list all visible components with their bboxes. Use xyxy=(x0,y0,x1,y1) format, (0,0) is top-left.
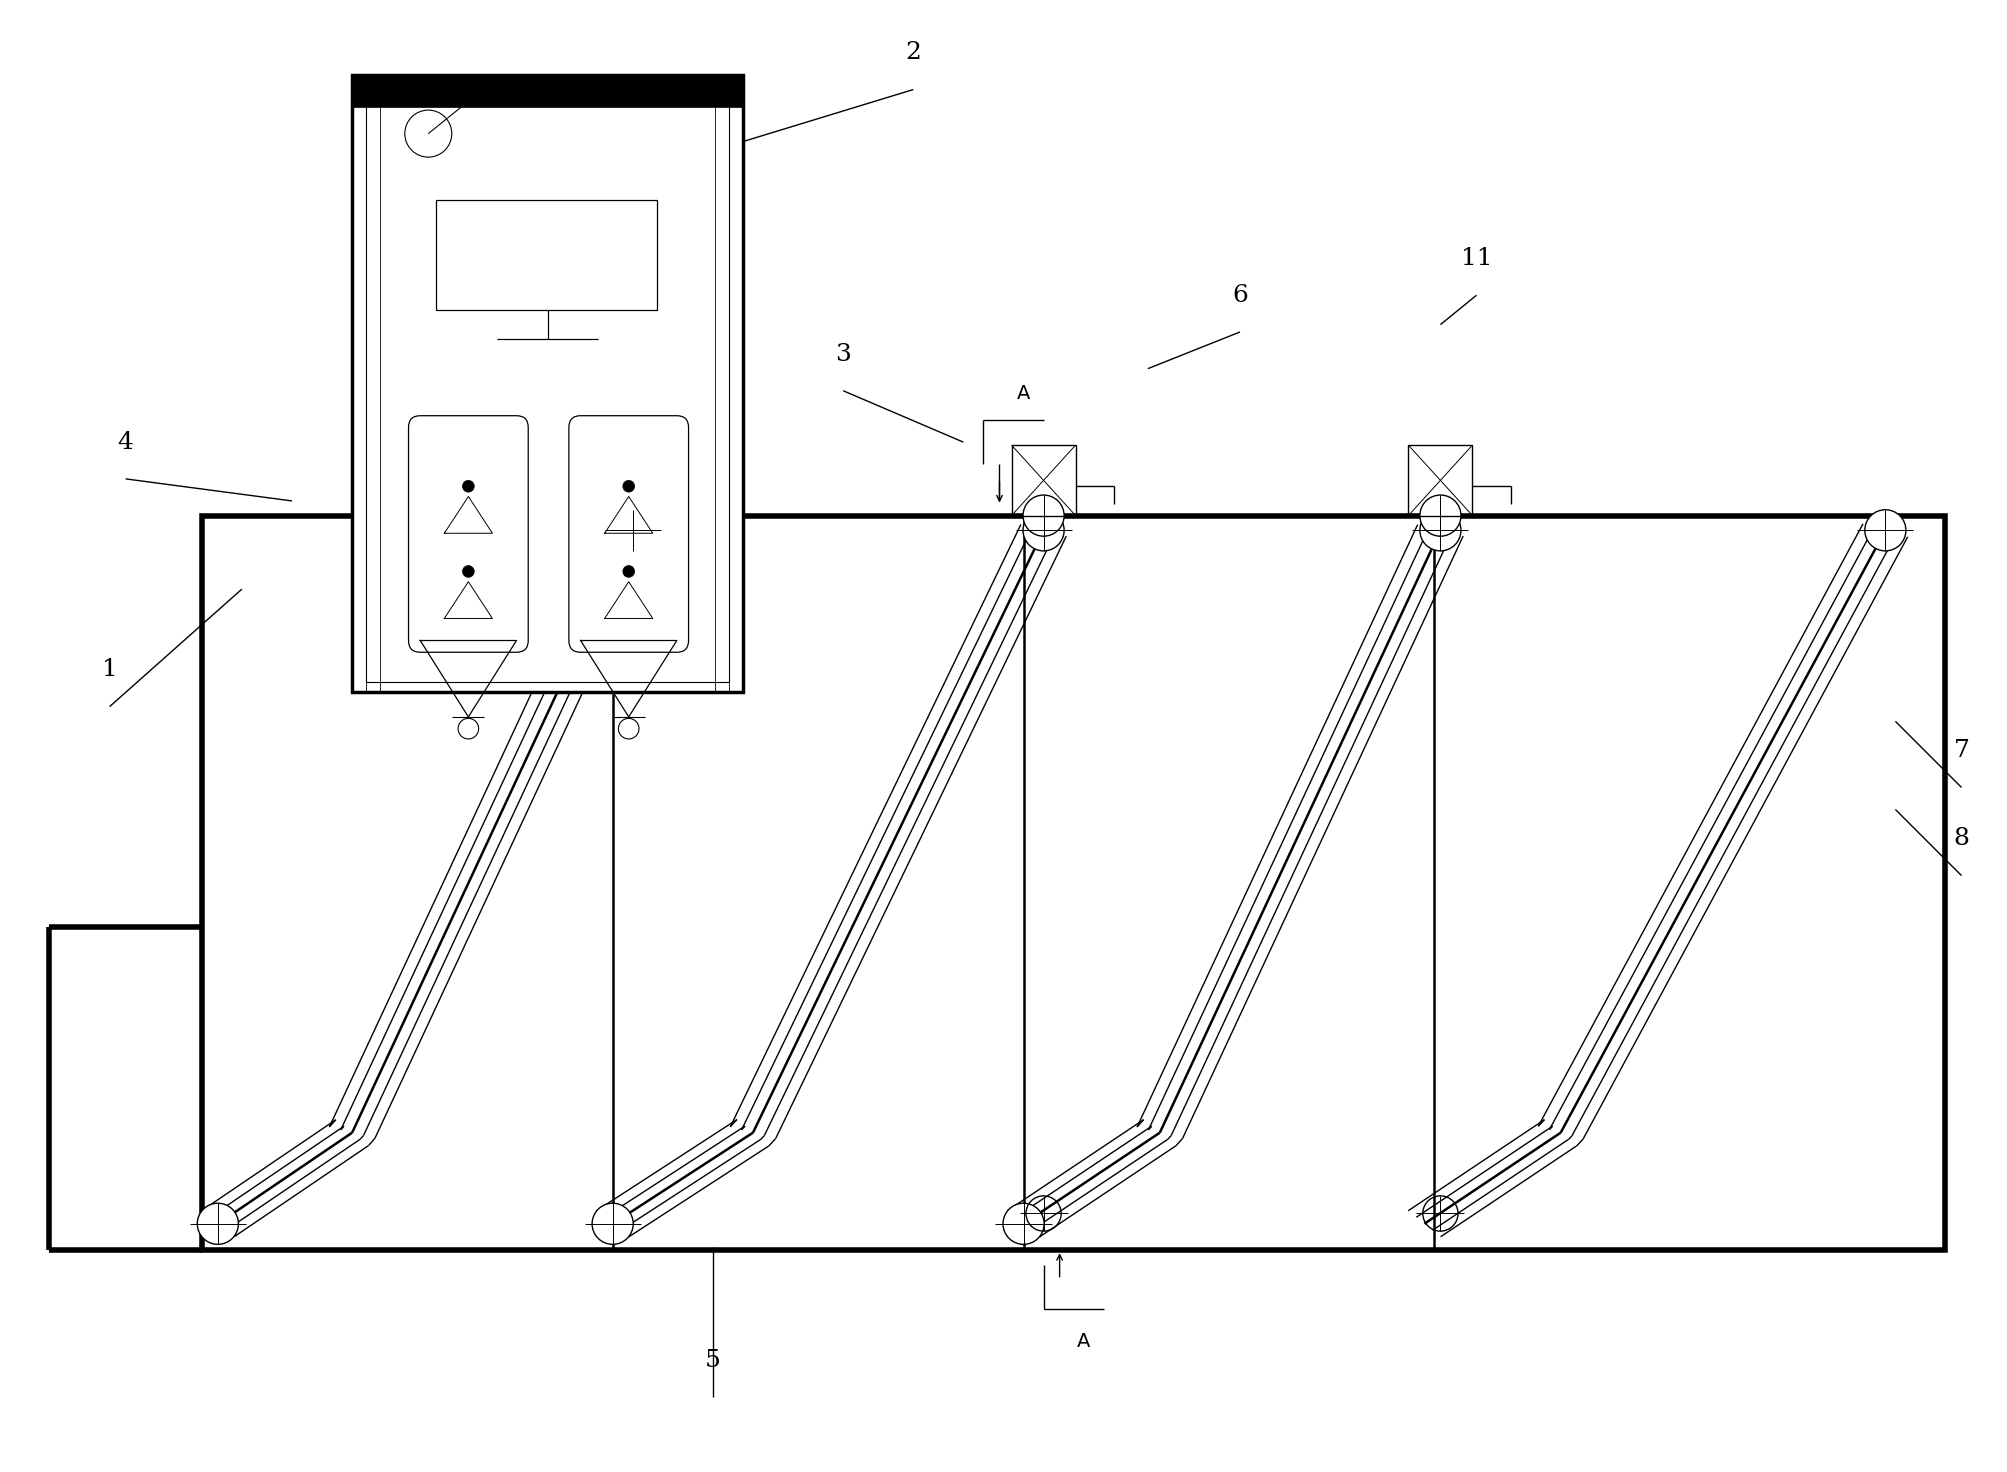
Circle shape xyxy=(1024,495,1064,536)
Circle shape xyxy=(1004,1203,1044,1244)
Text: 6: 6 xyxy=(1232,284,1248,306)
Circle shape xyxy=(1419,495,1461,536)
Text: 7: 7 xyxy=(1953,739,1969,762)
Circle shape xyxy=(622,565,634,577)
Circle shape xyxy=(462,565,474,577)
Bar xyxy=(1409,445,1473,515)
Text: A: A xyxy=(1018,384,1030,403)
Text: 1: 1 xyxy=(102,658,118,682)
FancyBboxPatch shape xyxy=(409,415,528,652)
Circle shape xyxy=(592,1203,634,1244)
Text: 5: 5 xyxy=(704,1348,721,1372)
Text: 4: 4 xyxy=(118,431,134,453)
Circle shape xyxy=(197,1203,239,1244)
Circle shape xyxy=(612,509,652,551)
Circle shape xyxy=(1419,509,1461,551)
Text: A: A xyxy=(1078,1332,1090,1351)
FancyBboxPatch shape xyxy=(568,415,688,652)
Bar xyxy=(365,85,729,682)
Circle shape xyxy=(462,480,474,492)
Circle shape xyxy=(1024,509,1064,551)
Text: 8: 8 xyxy=(1953,827,1969,851)
Text: 3: 3 xyxy=(835,343,851,365)
Bar xyxy=(351,75,743,692)
Circle shape xyxy=(622,480,634,492)
Text: 2: 2 xyxy=(905,41,921,65)
Circle shape xyxy=(1865,509,1907,551)
Bar xyxy=(436,200,656,311)
Text: 11: 11 xyxy=(1461,247,1493,269)
Bar xyxy=(1012,445,1076,515)
Bar xyxy=(351,75,743,107)
Bar xyxy=(203,515,1945,1250)
